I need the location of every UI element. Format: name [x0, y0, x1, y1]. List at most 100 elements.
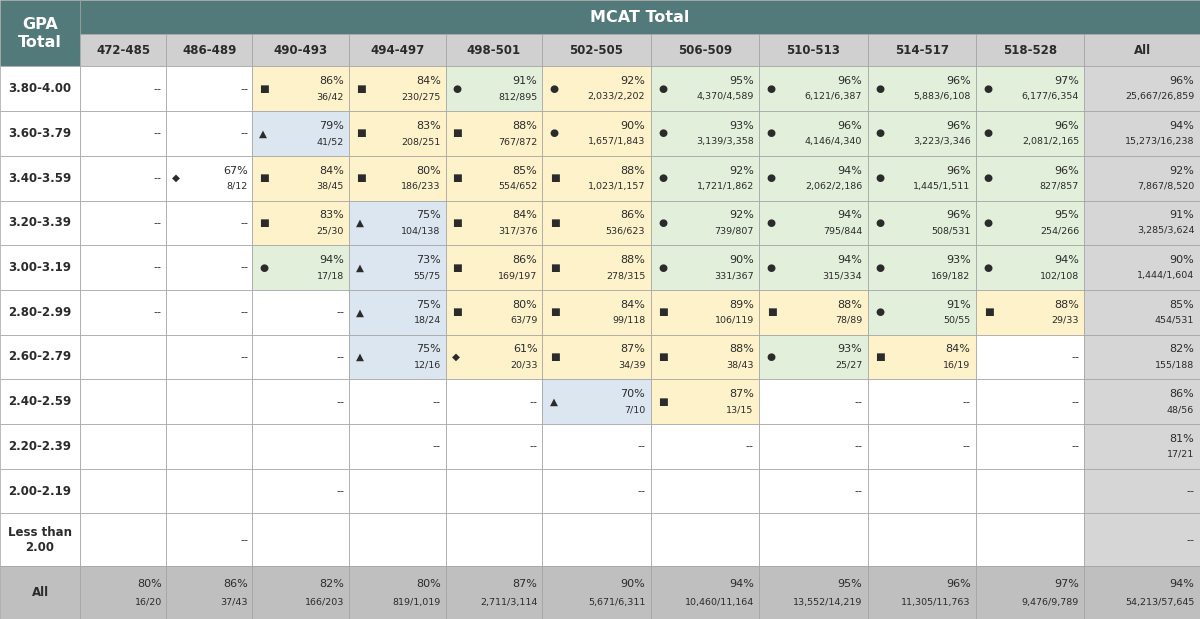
- Bar: [868, 156, 976, 201]
- Bar: [0, 156, 80, 201]
- Text: 93%: 93%: [946, 255, 971, 265]
- Bar: [976, 424, 1085, 469]
- Bar: [1085, 566, 1200, 619]
- Bar: [445, 66, 542, 111]
- Text: 254/266: 254/266: [1040, 227, 1079, 235]
- Text: 104/138: 104/138: [401, 227, 440, 235]
- Bar: [542, 34, 650, 66]
- Text: 80%: 80%: [512, 300, 538, 310]
- Text: 93%: 93%: [728, 121, 754, 131]
- Text: ■: ■: [550, 307, 559, 318]
- Text: 73%: 73%: [416, 255, 440, 265]
- Bar: [167, 156, 252, 201]
- Bar: [760, 245, 868, 290]
- Text: 208/251: 208/251: [402, 137, 440, 146]
- Bar: [1085, 424, 1200, 469]
- Text: ●: ●: [984, 129, 992, 139]
- Text: 3.80-4.00: 3.80-4.00: [8, 82, 72, 95]
- Text: 16/19: 16/19: [943, 360, 971, 370]
- Bar: [542, 111, 650, 156]
- Bar: [349, 201, 445, 245]
- Text: --: --: [962, 397, 971, 407]
- Text: 315/334: 315/334: [822, 271, 862, 280]
- Bar: [542, 469, 650, 513]
- Text: ■: ■: [259, 84, 269, 94]
- Text: --: --: [1072, 397, 1079, 407]
- Bar: [650, 156, 760, 201]
- Bar: [1085, 379, 1200, 424]
- Text: ●: ●: [767, 129, 775, 139]
- Text: --: --: [154, 262, 162, 272]
- Bar: [167, 111, 252, 156]
- Bar: [868, 34, 976, 66]
- Text: 827/857: 827/857: [1040, 182, 1079, 191]
- Bar: [80, 245, 167, 290]
- Text: Less than
2.00: Less than 2.00: [8, 526, 72, 554]
- Bar: [1085, 513, 1200, 566]
- Text: 102/108: 102/108: [1040, 271, 1079, 280]
- Bar: [868, 424, 976, 469]
- Text: 16/20: 16/20: [134, 597, 162, 607]
- Bar: [542, 201, 650, 245]
- Bar: [349, 335, 445, 379]
- Text: 508/531: 508/531: [931, 227, 971, 235]
- Text: 91%: 91%: [512, 76, 538, 86]
- Text: 1,023/1,157: 1,023/1,157: [588, 182, 646, 191]
- Bar: [868, 469, 976, 513]
- Bar: [868, 201, 976, 245]
- Text: --: --: [1072, 352, 1079, 362]
- Text: 18/24: 18/24: [414, 316, 440, 325]
- Text: 2.80-2.99: 2.80-2.99: [8, 306, 72, 319]
- Bar: [542, 335, 650, 379]
- Text: --: --: [154, 129, 162, 139]
- Text: --: --: [854, 486, 862, 496]
- Text: 2,062/2,186: 2,062/2,186: [805, 182, 862, 191]
- Bar: [252, 201, 349, 245]
- Text: 94%: 94%: [728, 579, 754, 589]
- Bar: [760, 34, 868, 66]
- Text: 84%: 84%: [620, 300, 646, 310]
- Text: 48/56: 48/56: [1166, 405, 1194, 414]
- Text: ●: ●: [659, 218, 667, 228]
- Bar: [349, 424, 445, 469]
- Text: ▲: ▲: [259, 129, 268, 139]
- Text: 38/45: 38/45: [317, 182, 344, 191]
- Text: 96%: 96%: [1170, 76, 1194, 86]
- Text: 84%: 84%: [512, 210, 538, 220]
- Bar: [650, 566, 760, 619]
- Bar: [650, 66, 760, 111]
- Text: 86%: 86%: [319, 76, 344, 86]
- Text: 8/12: 8/12: [227, 182, 248, 191]
- Text: 80%: 80%: [416, 579, 440, 589]
- Text: --: --: [336, 486, 344, 496]
- Bar: [1085, 201, 1200, 245]
- Bar: [445, 156, 542, 201]
- Text: --: --: [529, 441, 538, 451]
- Text: 7,867/8,520: 7,867/8,520: [1136, 182, 1194, 191]
- Bar: [1085, 469, 1200, 513]
- Bar: [1085, 156, 1200, 201]
- Bar: [0, 66, 80, 111]
- Bar: [760, 290, 868, 335]
- Text: ■: ■: [550, 352, 559, 362]
- Bar: [80, 379, 167, 424]
- Text: 2.00-2.19: 2.00-2.19: [8, 485, 72, 498]
- Text: ●: ●: [767, 173, 775, 183]
- Bar: [252, 34, 349, 66]
- Text: 1,445/1,511: 1,445/1,511: [913, 182, 971, 191]
- Bar: [349, 379, 445, 424]
- Text: 506-509: 506-509: [678, 44, 732, 57]
- Text: --: --: [240, 262, 248, 272]
- Text: 97%: 97%: [1054, 76, 1079, 86]
- Bar: [976, 245, 1085, 290]
- Bar: [1085, 290, 1200, 335]
- Text: ■: ■: [259, 173, 269, 183]
- Bar: [1085, 111, 1200, 156]
- Text: --: --: [637, 486, 646, 496]
- Text: ▲: ▲: [355, 352, 364, 362]
- Bar: [0, 201, 80, 245]
- Text: 92%: 92%: [728, 166, 754, 176]
- Bar: [868, 245, 976, 290]
- Text: 25,667/26,859: 25,667/26,859: [1124, 92, 1194, 102]
- Bar: [445, 566, 542, 619]
